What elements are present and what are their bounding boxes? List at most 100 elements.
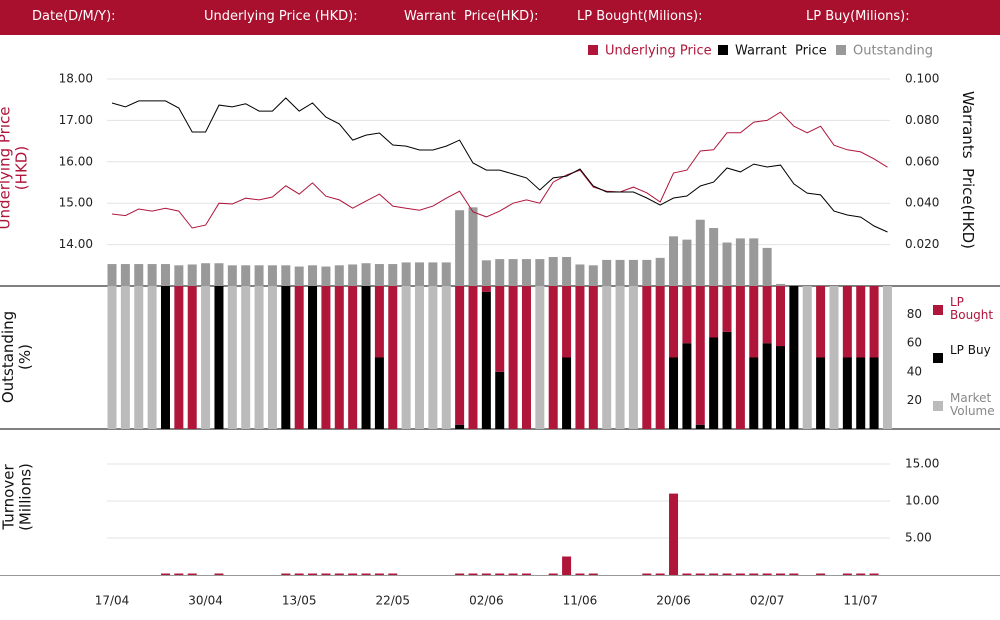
turnover-bar — [816, 573, 826, 575]
outstanding-bar — [160, 264, 170, 286]
y-tick-label: 15.00 — [59, 196, 93, 210]
legend-swatch — [718, 45, 728, 55]
stack-segment — [548, 286, 558, 429]
stack-segment — [695, 286, 705, 425]
outstanding-bar — [468, 207, 478, 286]
outstanding-bar — [187, 264, 197, 286]
outstanding-bar — [655, 257, 665, 286]
y-tick-label: 14.00 — [59, 237, 93, 251]
outstanding-bar — [776, 283, 785, 286]
outstanding-bar — [682, 239, 692, 286]
turnover-bar — [294, 573, 304, 575]
header-field: Date(D/M/Y): — [32, 9, 116, 24]
turnover-bar — [762, 573, 772, 575]
outstanding-bar — [521, 259, 531, 286]
y2-tick-label: 0.040 — [905, 196, 939, 210]
stack-segment — [134, 286, 144, 429]
outstanding-bar — [548, 257, 558, 286]
stack-segment — [856, 286, 866, 358]
outstanding-bar — [562, 257, 572, 286]
outstanding-bar — [508, 259, 518, 286]
stack-segment — [762, 286, 772, 344]
outstanding-bar — [201, 263, 211, 286]
legend-label: Warrant Price — [735, 44, 827, 59]
turnover-bar — [361, 573, 371, 575]
y-tick-label: 20 — [907, 393, 922, 407]
turnover-bar — [308, 573, 318, 575]
stack-segment — [749, 357, 759, 429]
legend-swatch — [933, 401, 943, 411]
stack-segment — [749, 286, 759, 358]
stack-segment — [776, 286, 785, 347]
legend-label: Market Volume — [950, 391, 995, 418]
stack-segment — [642, 286, 652, 429]
outstanding-bar — [628, 259, 638, 286]
outstanding-bar — [415, 262, 425, 286]
stack-segment — [695, 424, 705, 429]
stack-segment — [562, 357, 572, 429]
outstanding-bar — [294, 266, 304, 286]
stack-segment — [254, 286, 264, 429]
stack-segment — [120, 286, 130, 429]
turnover-bar — [682, 573, 692, 575]
turnover-bar — [669, 493, 679, 575]
turnover-bar — [468, 573, 478, 575]
outstanding-bar — [147, 264, 157, 286]
stack-segment — [374, 357, 384, 429]
turnover-bar — [160, 573, 170, 575]
outstanding-bar — [388, 264, 398, 286]
x-tick-label: 20/06 — [656, 594, 691, 608]
stack-segment — [455, 286, 465, 425]
outstanding-bar — [267, 265, 277, 286]
legend-label: Outstanding — [853, 44, 933, 59]
stack-segment — [816, 357, 826, 429]
turnover-bar — [776, 573, 785, 575]
stack-segment — [214, 286, 224, 429]
stack-segment — [428, 286, 438, 429]
turnover-bar — [321, 573, 331, 575]
outstanding-bar — [695, 219, 705, 286]
turnover-bar — [642, 573, 652, 575]
stack-segment — [201, 286, 211, 429]
turnover-bar — [174, 573, 184, 575]
outstanding-bar — [762, 247, 772, 286]
axis-title: Outstanding (%) — [0, 306, 34, 404]
stack-segment — [521, 286, 531, 429]
stack-segment — [709, 337, 719, 429]
turnover-bar — [281, 573, 291, 575]
turnover-bar — [562, 556, 572, 575]
stack-segment — [562, 286, 572, 358]
outstanding-bar — [709, 228, 719, 286]
y-tick-label: 17.00 — [59, 113, 93, 127]
outstanding-bar — [321, 266, 331, 286]
stack-segment — [882, 286, 892, 429]
turnover-bar — [856, 573, 866, 575]
stack-segment — [334, 286, 344, 429]
y-tick-label: 5.00 — [905, 531, 932, 545]
x-tick-label: 13/05 — [282, 594, 317, 608]
stack-segment — [842, 357, 852, 429]
y-tick-label: 18.00 — [59, 72, 93, 86]
stack-segment — [628, 286, 638, 429]
outstanding-bar — [374, 264, 384, 286]
stack-segment — [187, 286, 197, 429]
outstanding-bar — [254, 265, 264, 286]
x-tick-label: 11/06 — [563, 594, 598, 608]
stack-segment — [802, 286, 812, 429]
outstanding-bar — [361, 263, 371, 286]
stack-segment — [722, 286, 732, 332]
turnover-bar — [455, 573, 465, 575]
outstanding-bar — [401, 262, 411, 286]
x-tick-label: 22/05 — [375, 594, 410, 608]
header-field: Warrant Price(HKD): — [404, 9, 539, 24]
legend-label: LP Buy — [950, 343, 991, 357]
stack-segment — [615, 286, 625, 429]
outstanding-bar — [174, 265, 184, 286]
stack-segment — [348, 286, 358, 429]
stack-segment — [789, 286, 799, 429]
x-tick-label: 17/04 — [95, 594, 130, 608]
stack-segment — [776, 346, 785, 429]
outstanding-bar — [348, 264, 358, 286]
outstanding-bar — [642, 259, 652, 286]
